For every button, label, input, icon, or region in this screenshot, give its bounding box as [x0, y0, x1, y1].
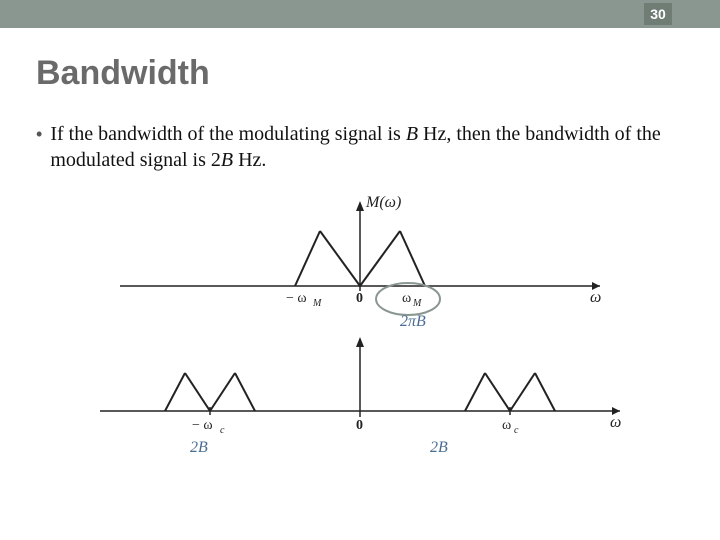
svg-text:ω: ω [610, 414, 621, 431]
upper-spectrum-svg: M(ω) − ω M 0 ω M ω [100, 191, 620, 321]
bullet-item: • If the bandwidth of the modulating sig… [36, 121, 684, 173]
slide-title: Bandwidth [36, 54, 720, 93]
bullet-text: If the bandwidth of the modulating signa… [50, 121, 684, 173]
svg-text:ω: ω [502, 418, 511, 433]
svg-text:M: M [412, 298, 422, 309]
lower-spectrum: − ω c 0 ω c ω 2B 2B [0, 331, 720, 451]
upper-annotation: 2πB [400, 313, 426, 331]
upper-title-label: M(ω) [365, 194, 401, 211]
bullet-marker: • [36, 121, 42, 147]
svg-text:c: c [220, 425, 225, 436]
svg-text:ω: ω [402, 291, 411, 306]
lower-left-annotation: 2B [190, 439, 208, 457]
bullet-suffix: Hz. [233, 149, 266, 171]
lower-spectrum-svg: − ω c 0 ω c ω [80, 331, 640, 451]
bullet-var1: B [406, 123, 418, 145]
svg-text:c: c [514, 425, 519, 436]
header-bar: 30 [0, 0, 720, 28]
svg-text:− ω: − ω [286, 291, 307, 306]
lower-right-annotation: 2B [430, 439, 448, 457]
upper-spectrum: M(ω) − ω M 0 ω M ω 2πB [0, 191, 720, 321]
diagram-area: M(ω) − ω M 0 ω M ω 2πB [0, 191, 720, 451]
svg-text:M: M [312, 298, 322, 309]
bullet-prefix: If the bandwidth of the modulating signa… [50, 123, 406, 145]
slide-number: 30 [644, 3, 672, 25]
svg-text:0: 0 [356, 418, 363, 433]
svg-text:ω: ω [590, 289, 601, 306]
svg-text:− ω: − ω [192, 418, 213, 433]
bullet-var2: B [221, 149, 233, 171]
svg-text:0: 0 [356, 291, 363, 306]
